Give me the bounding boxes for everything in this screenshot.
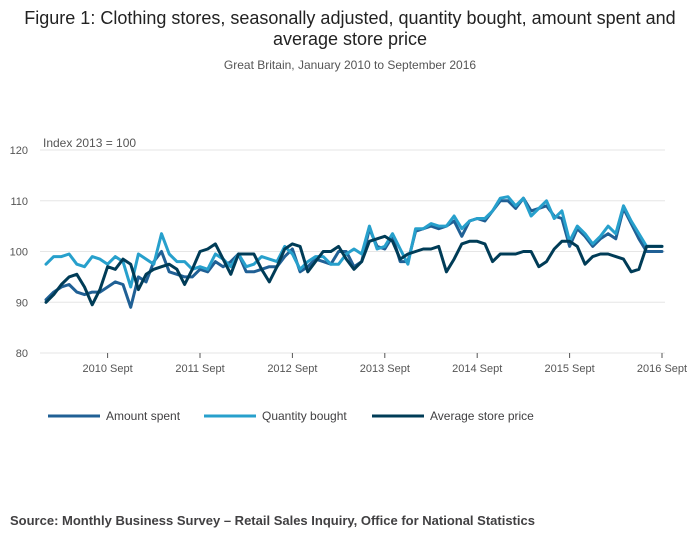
series-line-amount-spent [44,196,664,309]
x-tick-label: 2016 Sept [637,363,687,375]
legend-label: Amount spent [106,409,181,423]
x-tick-label: 2010 Sept [83,363,133,375]
x-tick-label: 2012 Sept [267,363,317,375]
legend-label: Average store price [430,409,534,423]
series-lines [44,195,664,309]
y-tick-labels: 80 90 100 110 120 [10,145,28,360]
legend-label: Quantity bought [262,409,347,423]
x-tick-label: 2015 Sept [545,363,595,375]
grid-lines [40,149,665,354]
series-line-quantity-bought [44,195,664,289]
x-tick-label: 2011 Sept [175,363,224,375]
y-tick-label: 90 [16,297,28,309]
series-line-average-store-price [44,234,664,307]
y-tick-label: 80 [16,348,28,360]
chart-subtitle: Great Britain, January 2010 to September… [223,58,477,72]
chart-title: Figure 1: Clothing stores, seasonally ad… [24,8,676,49]
y-tick-label: 100 [10,247,28,259]
y-axis-label: Index 2013 = 100 [43,136,136,150]
source-note: Source: Monthly Business Survey – Retail… [10,513,535,528]
line-chart: Index 2013 = 100 80 90 100 110 120 2010 Sept… [10,136,687,423]
y-tick-label: 110 [10,196,28,208]
x-tick-label: 2014 Sept [452,363,502,375]
x-tick-labels: 2010 Sept 2011 Sept 2012 Sept 2013 Sept 2014… [83,353,687,375]
legend: Amount spent Quantity bought Average store… [48,409,534,423]
x-tick-label: 2013 Sept [360,363,410,375]
y-tick-label: 120 [10,145,28,157]
